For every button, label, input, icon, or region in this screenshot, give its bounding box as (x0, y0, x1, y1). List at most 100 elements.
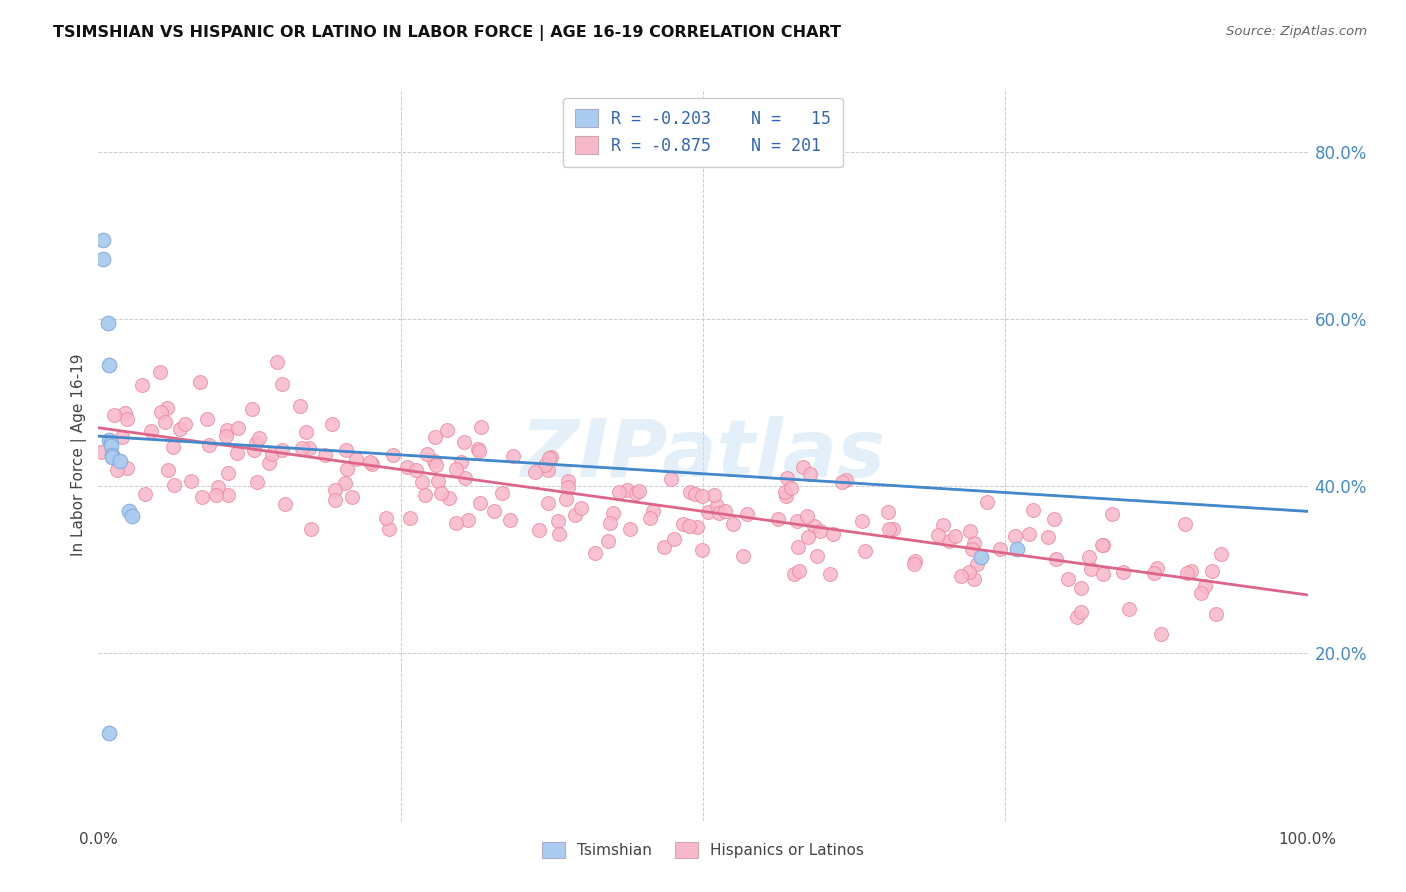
Point (1205, 607, 1227, 621)
Point (808, 524, 831, 539)
Point (245, 436, 267, 450)
Point (679, 485, 702, 500)
Point (207, 480, 229, 494)
Point (1077, 549, 1099, 564)
Point (190, 376, 212, 390)
Point (1194, 579, 1216, 593)
Point (105, 463, 128, 477)
Point (780, 481, 803, 495)
Point (359, 455, 381, 469)
Point (215, 429, 238, 443)
Point (240, 402, 263, 417)
Point (470, 419, 492, 434)
Point (150, 405, 173, 419)
Point (714, 504, 737, 518)
Point (163, 478, 186, 492)
Point (690, 489, 713, 503)
Point (596, 533, 619, 548)
Point (427, 474, 450, 488)
Point (1101, 507, 1123, 521)
Point (638, 511, 661, 525)
Point (959, 524, 981, 539)
Point (662, 532, 685, 546)
Point (1091, 539, 1114, 553)
Point (529, 523, 551, 537)
Point (932, 518, 955, 533)
Point (627, 484, 650, 499)
Point (134, 486, 156, 500)
Point (820, 566, 842, 581)
Point (180, 474, 202, 488)
Point (246, 475, 269, 489)
Point (98, 726, 121, 740)
Point (395, 460, 418, 475)
Y-axis label: In Labor Force | Age 16-19: In Labor Force | Age 16-19 (72, 353, 87, 557)
Point (683, 487, 706, 501)
Point (976, 495, 998, 509)
Point (1211, 547, 1233, 561)
Point (555, 491, 578, 506)
Point (1022, 502, 1045, 516)
Point (1004, 529, 1026, 543)
Point (1057, 573, 1080, 587)
Point (1042, 512, 1064, 526)
Point (557, 480, 579, 494)
Point (344, 452, 367, 467)
Point (100, 448, 122, 462)
Point (91, 233, 114, 247)
Point (1070, 605, 1092, 619)
Point (118, 504, 141, 518)
Text: ZIPatlas: ZIPatlas (520, 416, 886, 494)
Point (806, 549, 828, 563)
Point (903, 558, 925, 572)
Point (524, 465, 547, 479)
Point (270, 377, 292, 392)
Point (904, 554, 927, 568)
Text: TSIMSHIAN VS HISPANIC OR LATINO IN LABOR FORCE | AGE 16-19 CORRELATION CHART: TSIMSHIAN VS HISPANIC OR LATINO IN LABOR… (53, 25, 841, 41)
Point (149, 365, 172, 379)
Point (502, 449, 524, 463)
Point (121, 508, 143, 523)
Point (803, 519, 825, 533)
Point (439, 491, 461, 505)
Point (1150, 626, 1173, 640)
Point (436, 424, 458, 438)
Point (467, 443, 489, 458)
Point (963, 572, 986, 586)
Point (197, 412, 219, 426)
Point (321, 417, 343, 431)
Point (1146, 561, 1168, 575)
Point (652, 540, 675, 554)
Point (877, 522, 900, 536)
Point (425, 458, 447, 472)
Point (540, 450, 562, 465)
Point (139, 424, 162, 438)
Point (257, 456, 280, 470)
Point (333, 476, 356, 491)
Point (298, 441, 321, 455)
Point (314, 448, 336, 462)
Point (672, 516, 695, 531)
Point (299, 522, 322, 536)
Point (114, 406, 136, 420)
Point (103, 408, 125, 422)
Point (583, 546, 606, 560)
Point (599, 516, 621, 530)
Point (457, 513, 479, 527)
Point (423, 454, 446, 468)
Point (336, 461, 359, 475)
Point (1189, 585, 1212, 599)
Point (792, 459, 814, 474)
Point (226, 421, 249, 435)
Point (963, 536, 986, 550)
Point (703, 488, 725, 502)
Point (723, 517, 745, 532)
Point (616, 483, 638, 497)
Point (374, 511, 396, 525)
Point (100, 450, 122, 464)
Point (775, 489, 797, 503)
Point (416, 447, 439, 461)
Point (429, 486, 451, 500)
Point (789, 564, 811, 578)
Point (945, 529, 967, 543)
